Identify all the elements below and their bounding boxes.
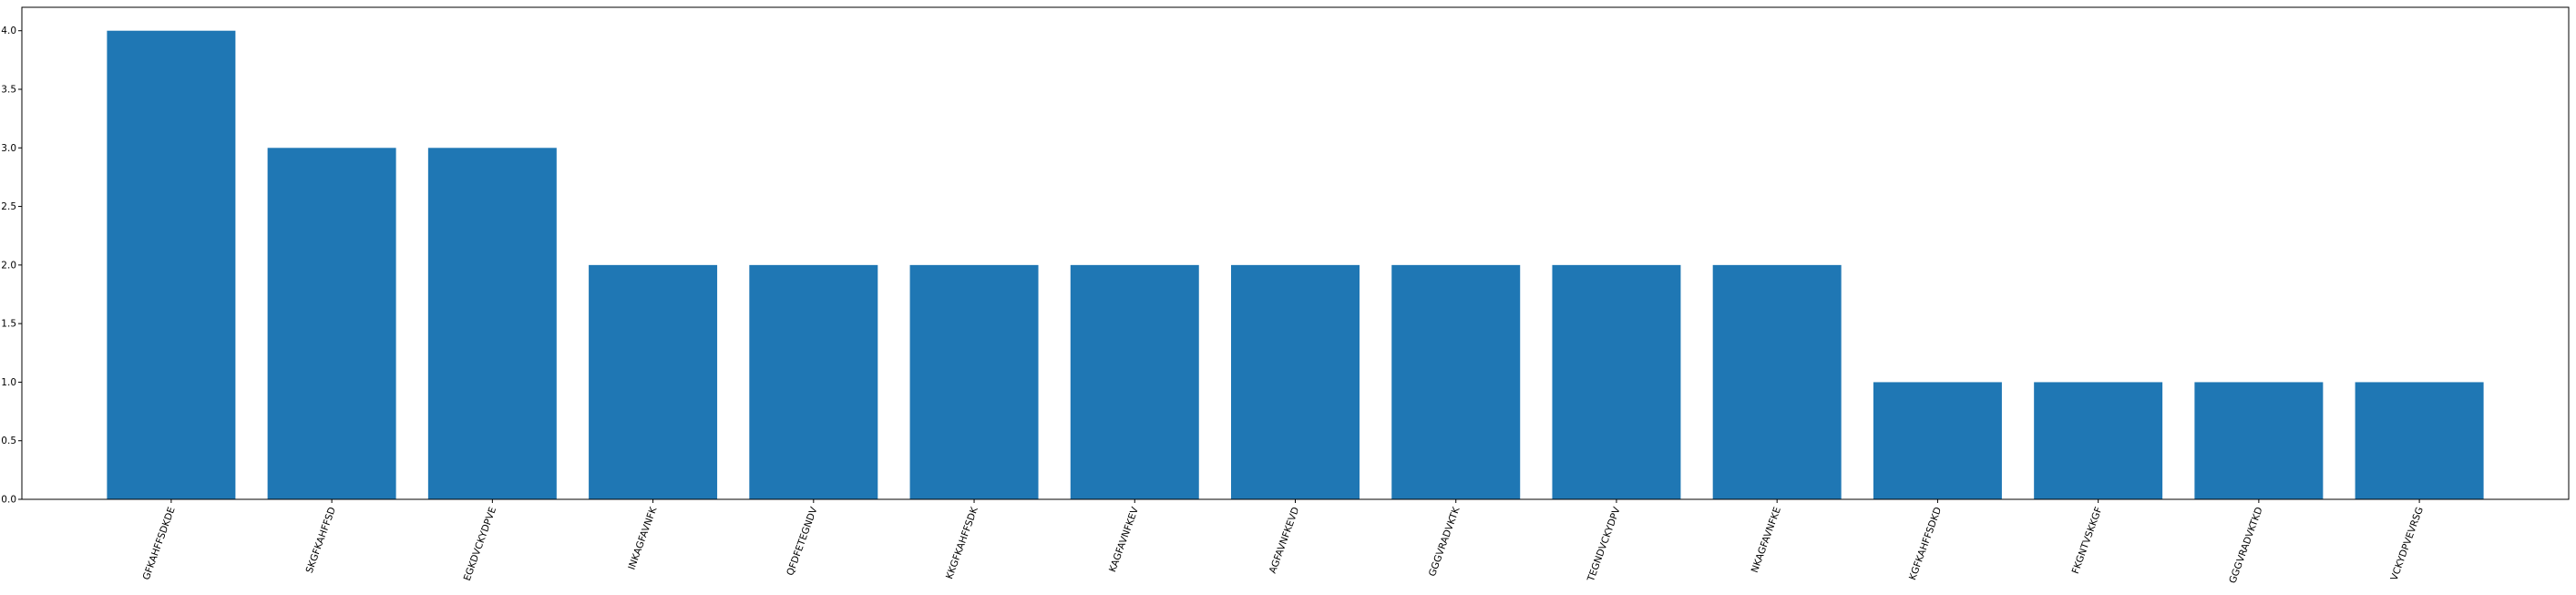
x-tick-label: GGGVRADVKTK: [1427, 505, 1462, 578]
bar-KKGFKAHFFSDK: [909, 264, 1039, 499]
y-tick-label: 3.5: [1, 85, 16, 96]
y-tick-label: 4.0: [1, 26, 16, 36]
bar-NKAGFAVNFKE: [1712, 264, 1842, 499]
bar-FKGNTVSKKGF: [2034, 382, 2163, 499]
y-tick-label: 2.5: [1, 201, 16, 212]
x-tick-label: NKAGFAVNFKE: [1750, 506, 1783, 574]
x-tick-label: TEGNDVCKYDPV: [1586, 505, 1623, 584]
bar-AGFAVNFKEVD: [1231, 264, 1360, 499]
bar-QFDFETEGNDV: [749, 264, 878, 499]
x-tick-label: QFDFETEGNDV: [785, 505, 820, 577]
x-tick-label: GFKAHFFSDKDE: [141, 506, 178, 581]
x-tick-label: KKGFKAHFFSDK: [944, 505, 980, 580]
x-tick-label: KAGFAVNFKEV: [1107, 505, 1141, 574]
x-tick-label: AGFAVNFKEVD: [1267, 506, 1301, 575]
bar-GGGVRADVKTK: [1391, 264, 1521, 499]
bar-SKGFKAHFFSD: [267, 148, 396, 500]
x-axis: GFKAHFFSDKDE SKGFKAHFFSD EGKDVCKYDPVE INKAG…: [141, 499, 2426, 585]
y-tick-label: 3.0: [1, 143, 16, 154]
bar-VCKYDPVEVRSG: [2355, 382, 2484, 499]
y-tick-label: 1.0: [1, 377, 16, 388]
x-tick-label: FKGNTVSKKGF: [2070, 506, 2105, 576]
x-tick-label: EGKDVCKYDPVE: [462, 506, 498, 582]
bars-layer: [107, 30, 2484, 500]
y-tick-label: 0.5: [1, 436, 16, 446]
bar-KGFKAHFFSDKD: [1873, 382, 2002, 499]
y-tick-label: 1.5: [1, 319, 16, 330]
x-tick-label: KGFKAHFFSDKD: [1907, 506, 1944, 581]
bar-INKAGFAVNFK: [589, 264, 718, 499]
y-tick-label: 2.0: [1, 260, 16, 271]
x-tick-label: SKGFKAHFFSD: [304, 506, 338, 575]
x-tick-label: VCKYDPVEVRSG: [2389, 506, 2426, 582]
x-tick-label: INKAGFAVNFK: [626, 505, 659, 571]
bar-GFKAHFFSDKDE: [107, 30, 236, 499]
x-tick-label: GGGVRADVKTKD: [2227, 506, 2264, 585]
y-tick-label: 0.0: [1, 495, 16, 506]
y-axis: 0.0 0.5 1.0 1.5 2.0 2.5 3.0 3.5 4.0: [1, 26, 22, 506]
bar-KAGFAVNFKEV: [1070, 264, 1199, 499]
bar-TEGNDVCKYDPV: [1552, 264, 1681, 499]
bar-EGKDVCKYDPVE: [427, 148, 557, 500]
bar-GGGVRADVKTKD: [2194, 382, 2324, 499]
plot-frame: [21, 6, 2570, 500]
